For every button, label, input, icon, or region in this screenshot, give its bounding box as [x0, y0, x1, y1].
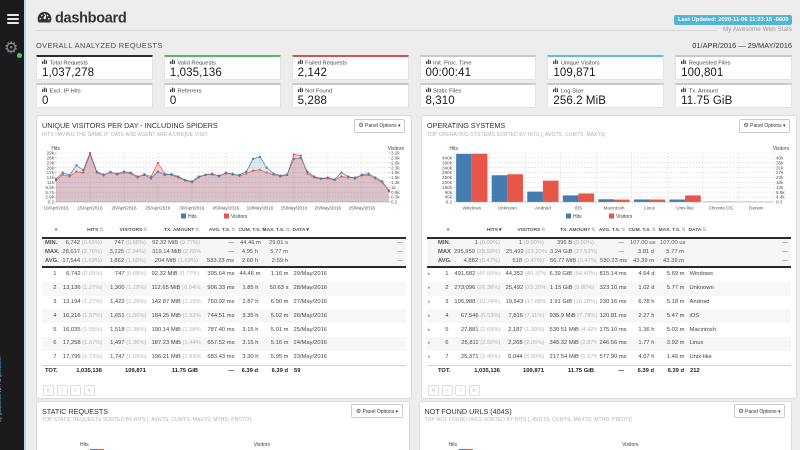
svg-text:4.4k: 4.4k — [776, 194, 785, 199]
svg-text:26k: 26k — [47, 155, 55, 160]
svg-text:23k: 23k — [47, 160, 55, 165]
svg-text:2.9k: 2.9k — [391, 155, 400, 160]
svg-text:2.6k: 2.6k — [391, 160, 400, 165]
svg-text:Visitors: Visitors — [773, 146, 790, 152]
svg-text:340k: 340k — [442, 165, 453, 170]
svg-text:14k: 14k — [47, 175, 55, 180]
svg-text:Visitors: Visitors — [231, 214, 248, 220]
svg-text:13k: 13k — [776, 184, 784, 189]
svg-text:10/Apr/2016: 10/Apr/2016 — [43, 205, 68, 210]
svg-text:Hits: Hits — [573, 214, 582, 220]
svg-text:8.9k: 8.9k — [776, 189, 785, 194]
svg-text:8.6k: 8.6k — [45, 184, 54, 189]
svg-text:Windows: Windows — [462, 205, 481, 210]
svg-text:3.2k: 3.2k — [391, 150, 400, 155]
svg-text:10/May/2016: 10/May/2016 — [247, 205, 274, 210]
svg-text:440k: 440k — [442, 155, 453, 160]
svg-text:150k: 150k — [442, 184, 453, 189]
svg-text:25/May/2016: 25/May/2016 — [349, 205, 376, 210]
svg-text:31k: 31k — [776, 165, 784, 170]
svg-text:20/Apr/2016: 20/Apr/2016 — [111, 205, 136, 210]
svg-text:18k: 18k — [776, 180, 784, 185]
svg-text:30/Apr/2016: 30/Apr/2016 — [179, 205, 204, 210]
svg-text:0.3k: 0.3k — [391, 194, 400, 199]
svg-text:Chrome OS: Chrome OS — [709, 205, 733, 210]
svg-text:Hits: Hits — [449, 146, 458, 152]
svg-text:0.2: 0.2 — [48, 199, 55, 204]
svg-text:11k: 11k — [47, 180, 55, 185]
svg-text:Visitors: Visitors — [616, 214, 633, 220]
svg-text:1.9k: 1.9k — [391, 170, 400, 175]
svg-text:45k: 45k — [445, 194, 453, 199]
svg-text:Unix-like: Unix-like — [676, 205, 694, 210]
svg-text:Hits: Hits — [188, 214, 197, 220]
svg-text:2.3k: 2.3k — [391, 165, 400, 170]
svg-text:1.3k: 1.3k — [391, 180, 400, 185]
svg-text:iOS: iOS — [575, 205, 583, 210]
svg-text:20/May/2016: 20/May/2016 — [315, 205, 342, 210]
svg-text:22k: 22k — [776, 175, 784, 180]
svg-text:90k: 90k — [445, 189, 453, 194]
svg-text:Hits: Hits — [51, 146, 60, 152]
svg-text:0.6k: 0.6k — [391, 189, 400, 194]
svg-text:0.2: 0.2 — [446, 199, 453, 204]
svg-text:40k: 40k — [776, 155, 784, 160]
svg-text:20k: 20k — [47, 165, 55, 170]
svg-text:29k: 29k — [47, 150, 55, 155]
svg-text:5.7k: 5.7k — [45, 189, 54, 194]
svg-text:25/Apr/2016: 25/Apr/2016 — [145, 205, 170, 210]
svg-text:05/May/2016: 05/May/2016 — [213, 205, 240, 210]
svg-text:290k: 290k — [442, 170, 453, 175]
svg-text:15/May/2016: 15/May/2016 — [281, 205, 308, 210]
svg-text:Android: Android — [535, 205, 551, 210]
svg-text:250k: 250k — [442, 175, 453, 180]
svg-text:200k: 200k — [442, 180, 453, 185]
svg-text:1.6k: 1.6k — [391, 175, 400, 180]
svg-text:390k: 390k — [442, 160, 453, 165]
svg-text:Unknown: Unknown — [498, 205, 518, 210]
svg-text:35k: 35k — [776, 160, 784, 165]
svg-text:Visitors: Visitors — [388, 146, 405, 152]
svg-text:1k: 1k — [391, 184, 397, 189]
svg-text:Linux: Linux — [644, 205, 656, 210]
svg-text:Macintosh: Macintosh — [604, 205, 625, 210]
svg-text:17k: 17k — [47, 170, 55, 175]
svg-text:0.2: 0.2 — [391, 199, 398, 204]
svg-text:2.9k: 2.9k — [45, 194, 54, 199]
svg-text:27k: 27k — [776, 170, 784, 175]
svg-text:Darwin: Darwin — [749, 205, 764, 210]
svg-text:0.3: 0.3 — [776, 199, 783, 204]
svg-text:15/Apr/2016: 15/Apr/2016 — [77, 205, 102, 210]
